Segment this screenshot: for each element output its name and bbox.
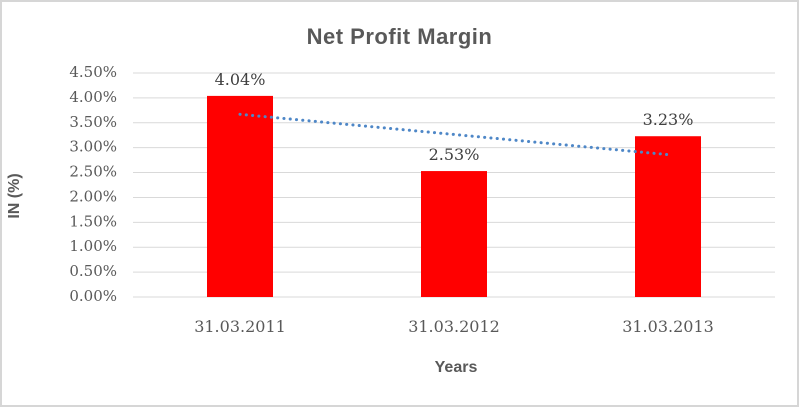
y-tick-label: 4.00% bbox=[69, 88, 117, 106]
x-category-label: 31.03.2013 bbox=[622, 317, 714, 336]
bar-31.03.2011 bbox=[207, 95, 273, 297]
y-tick-label: 3.50% bbox=[69, 113, 117, 131]
data-label: 3.23% bbox=[643, 110, 694, 129]
x-category-label: 31.03.2011 bbox=[194, 317, 286, 336]
y-tick-label: 0.50% bbox=[69, 262, 117, 280]
chart-title: Net Profit Margin bbox=[306, 24, 493, 49]
y-tick-label: 2.50% bbox=[69, 163, 117, 181]
data-label: 4.04% bbox=[215, 70, 266, 89]
y-tick-label: 1.00% bbox=[69, 237, 117, 255]
bar-31.03.2013 bbox=[635, 136, 701, 297]
y-tick-label: 0.00% bbox=[69, 287, 117, 305]
data-label: 2.53% bbox=[429, 145, 480, 164]
y-tick-label: 2.00% bbox=[69, 187, 117, 205]
y-tick-label: 1.50% bbox=[69, 212, 117, 230]
bar-31.03.2012 bbox=[421, 171, 487, 297]
y-axis-title: IN (%) bbox=[6, 173, 23, 219]
x-axis-title: Years bbox=[434, 359, 478, 376]
x-category-label: 31.03.2012 bbox=[408, 317, 500, 336]
trendline bbox=[238, 112, 670, 157]
y-tick-label: 4.50% bbox=[69, 63, 117, 81]
y-tick-label: 3.00% bbox=[69, 138, 117, 156]
